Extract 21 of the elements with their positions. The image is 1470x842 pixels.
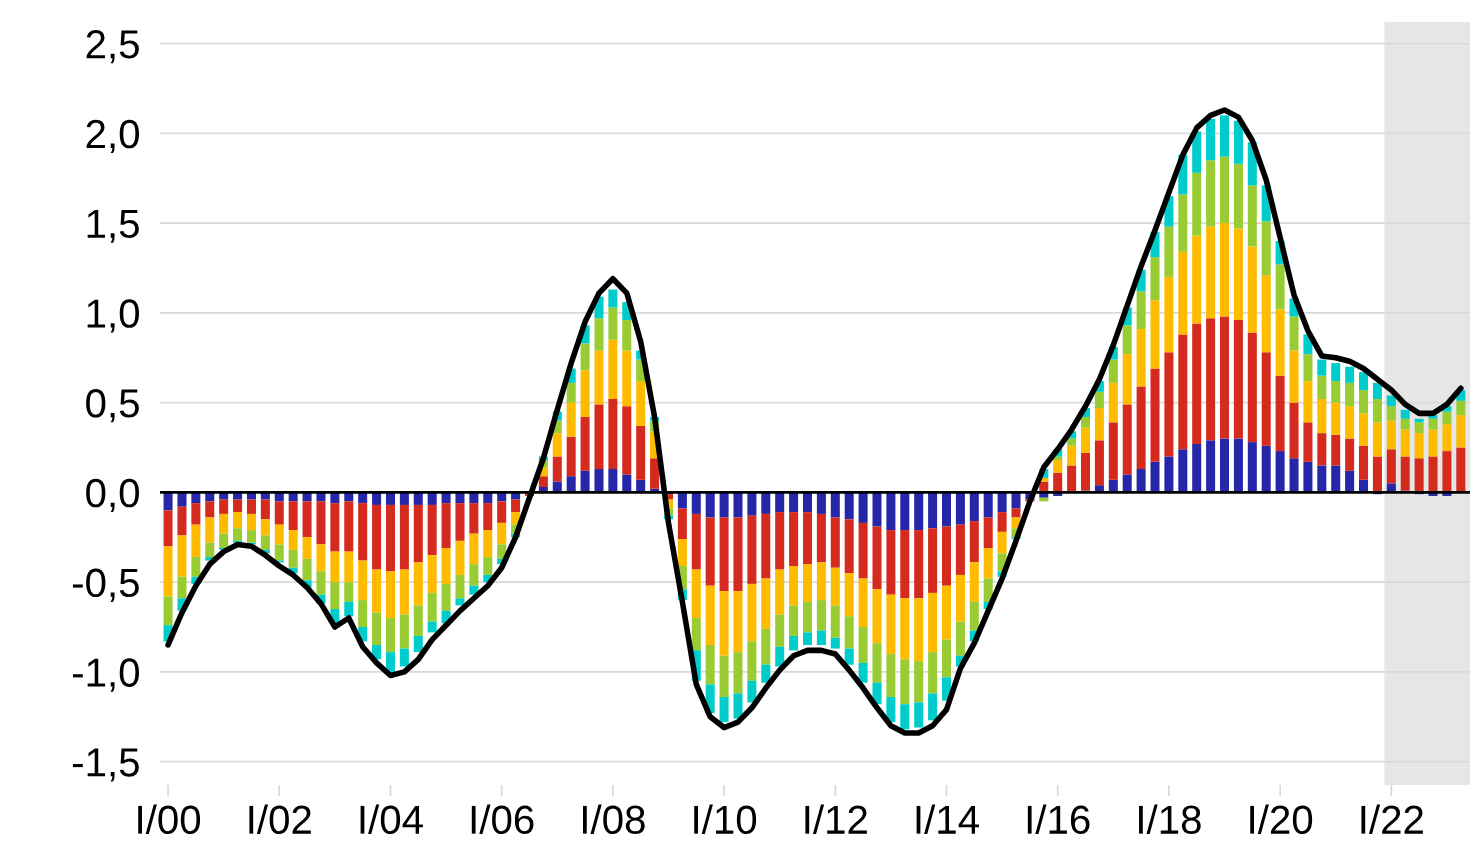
y-tick-label: 1,0 — [87, 299, 139, 333]
x-tick-label: I/00 — [138, 804, 201, 835]
x-tick-label: I/22 — [1361, 804, 1423, 835]
y-tick-label: 2,0 — [86, 119, 139, 154]
x-tick-label: I/20 — [1250, 804, 1313, 835]
y-tick-label: 2,5 — [86, 30, 139, 64]
x-tick-label: I/08 — [583, 804, 645, 835]
x-tick-label: I/14 — [916, 804, 979, 835]
y-tick-label: -0,5 — [72, 568, 139, 602]
x-tick-label: I/06 — [471, 804, 534, 835]
y-tick-label: 0,0 — [86, 478, 139, 513]
x-tick-label: I/10 — [694, 804, 757, 835]
y-tick-label: -1,0 — [72, 658, 139, 692]
y-tick-label: 0,5 — [86, 389, 139, 423]
x-tick-label: I/16 — [1027, 804, 1090, 835]
x-tick-label: I/18 — [1139, 804, 1201, 835]
x-tick-label: I/04 — [360, 804, 423, 835]
y-tick-label: 1,5 — [87, 209, 139, 243]
x-tick-label: I/02 — [249, 804, 311, 835]
x-tick-label: I/12 — [805, 804, 867, 835]
y-tick-label: -1,5 — [72, 748, 139, 782]
